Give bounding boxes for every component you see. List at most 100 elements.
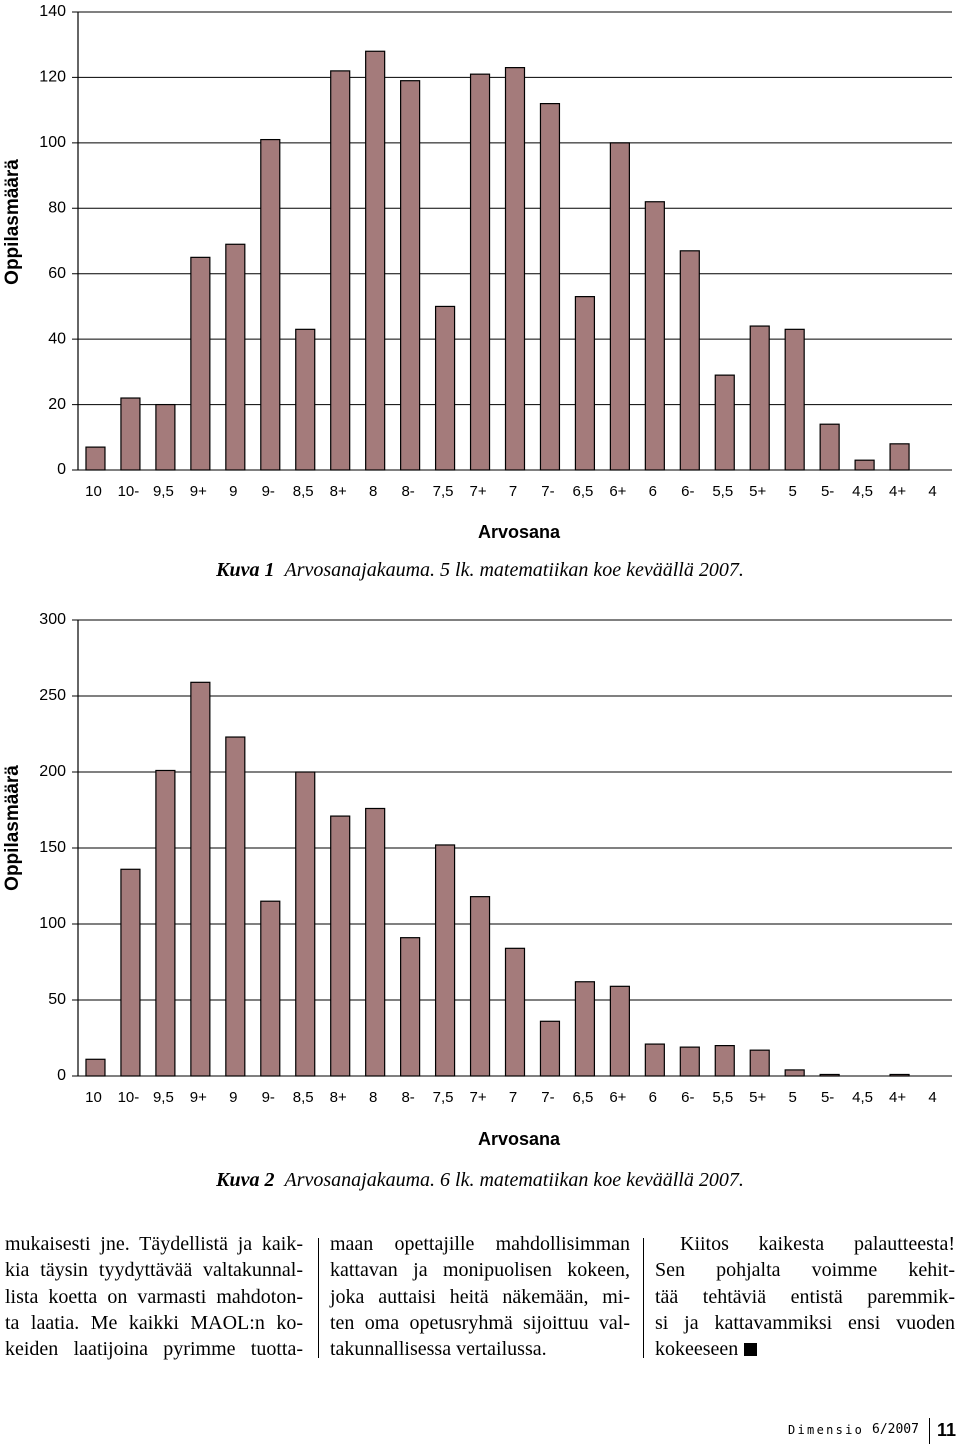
bar-1-12 [469, 73, 491, 471]
y-tick-label: 150 [39, 839, 66, 856]
bar-1-17 [644, 201, 665, 471]
article-line-text: kokeeseen [655, 1338, 739, 1361]
bar-2-8 [330, 815, 351, 1077]
x-category-label: 7,5 [433, 483, 454, 500]
bar-1-11 [434, 305, 456, 471]
x-category-label: 4+ [889, 1089, 906, 1106]
bar-2-9 [365, 807, 386, 1077]
issue-number: 6/2007 [872, 1422, 919, 1437]
y-tick-label: 200 [39, 763, 66, 780]
y-tick-label: 120 [39, 69, 66, 86]
figure-label: Kuva 2 [216, 1169, 275, 1191]
bar-1-6 [260, 138, 281, 471]
x-category-label: 6,5 [572, 483, 593, 500]
x-category-label: 8- [401, 1089, 414, 1106]
x-category-label: 5 [789, 483, 797, 500]
y-tick-label: 0 [57, 1067, 66, 1084]
bar-chart-grade-distribution-grade-5: 0 20 40 60 80 100 120 140 10 10- 9,5 9+ 9 9- 8,5 8+ 8 8- 7… [2, 3, 952, 542]
bar-1-18 [679, 250, 700, 471]
bar-1-21 [784, 328, 805, 471]
x-category-label: 4+ [889, 483, 906, 500]
x-category-label: 7+ [469, 1089, 486, 1106]
x-category-label: 9,5 [153, 1089, 174, 1106]
x-category-label: 8 [369, 483, 377, 500]
y-tick-label: 250 [39, 687, 66, 704]
y-tick-label: 80 [48, 200, 66, 217]
x-category-label: 6,5 [572, 1089, 593, 1106]
figure-caption-2: Kuva 2 Arvosanajakauma. 6 lk. matematiika… [0, 1167, 960, 1193]
bar-2-24 [889, 1073, 910, 1077]
article-line: mukaisesti jne. Täydellistä ja kaik- [5, 1233, 303, 1255]
x-category-label: 5 [789, 1089, 797, 1106]
x-category-label: 4 [928, 483, 936, 500]
x-category-label: 7 [509, 1089, 517, 1106]
bar-1-16 [609, 142, 630, 471]
article-line: Kiitos kaikesta palautteesta! [680, 1233, 955, 1255]
x-category-label: 9+ [190, 483, 207, 500]
article-line: ta laatia. Me kaikki MAOL:n ko- [5, 1311, 303, 1334]
bar-1-3 [155, 403, 176, 471]
x-category-label: 5,5 [712, 483, 733, 500]
figure-label: Kuva 1 [216, 559, 275, 581]
bar-1-8 [330, 70, 351, 471]
bar-2-1 [85, 1058, 106, 1077]
bar-2-21 [784, 1069, 805, 1077]
article-line: takunnallisessa vertailussa. [330, 1338, 547, 1361]
page-number: 11 [937, 1420, 957, 1440]
y-tick-label: 40 [48, 330, 66, 347]
x-category-label: 5- [821, 483, 834, 500]
article-line: kattavan ja monipuolisen kokeen, [330, 1259, 630, 1282]
bar-1-5 [225, 243, 246, 471]
figure-caption-text: Arvosanajakauma. 6 lk. matematiikan koe … [284, 1169, 744, 1191]
article-line: keiden laatijoina pyrimme tuotta- [5, 1338, 303, 1361]
y-tick-label: 60 [48, 265, 66, 282]
article-last-line: kokeeseen [655, 1336, 955, 1362]
bar-2-3 [155, 769, 176, 1077]
article-column-2: maan opettajille mahdollisimman kattavan… [330, 1231, 630, 1362]
y-tick-label: 20 [48, 396, 66, 413]
figure-caption-1: Kuva 1 Arvosanajakauma. 5 lk. matematiika… [0, 557, 960, 583]
x-category-label: 6 [649, 1089, 657, 1106]
bar-1-9 [365, 50, 386, 471]
x-axis-title: Arvosana [478, 1129, 561, 1149]
x-category-label: 6+ [609, 483, 626, 500]
bar-2-17 [644, 1043, 665, 1077]
x-category-label: 7- [541, 1089, 554, 1106]
x-category-label: 5+ [749, 483, 766, 500]
bar-1-24 [889, 443, 910, 471]
y-tick-label: 100 [39, 134, 66, 151]
x-category-label: 5+ [749, 1089, 766, 1106]
bar-1-15 [574, 296, 596, 471]
x-category-label: 8,5 [293, 1089, 314, 1106]
x-category-label: 9 [229, 1089, 237, 1106]
bar-2-13 [504, 947, 526, 1077]
footer-divider [929, 1418, 930, 1444]
x-category-label: 7+ [469, 483, 486, 500]
x-category-label: 8,5 [293, 483, 314, 500]
bar-2-10 [400, 937, 421, 1077]
bar-2-19 [714, 1045, 735, 1077]
article-line: maan opettajille mahdollisimman [330, 1233, 630, 1255]
x-category-label: 10- [118, 483, 140, 500]
bar-2-11 [434, 844, 456, 1077]
x-axis-title: Arvosana [478, 522, 561, 542]
bar-1-20 [749, 325, 770, 471]
x-category-label: 10 [85, 1089, 102, 1106]
y-axis-title: Oppilasmäärä [2, 159, 23, 285]
article-line: kia täysin tyydyttävää valtakunnal- [5, 1259, 303, 1282]
article-line: joka auttaisi heitä näkemään, mi- [330, 1285, 630, 1308]
y-tick-label: 50 [48, 991, 66, 1008]
x-category-label: 7 [509, 483, 517, 500]
x-category-label: 6- [681, 483, 694, 500]
article-line: tää tehtäviä entistä paremmik- [655, 1285, 955, 1308]
magazine-name: Dimensio [788, 1423, 865, 1437]
x-category-label: 8 [369, 1089, 377, 1106]
bar-1-7 [295, 328, 316, 471]
bar-2-6 [260, 900, 281, 1077]
bar-2-14 [539, 1020, 561, 1077]
bar-2-2 [120, 868, 141, 1077]
bar-2-7 [295, 771, 316, 1077]
article-line: ten oma opetusryhmä sijoittuu val- [330, 1311, 630, 1334]
x-category-label: 6 [649, 483, 657, 500]
x-category-label: 10- [118, 1089, 140, 1106]
